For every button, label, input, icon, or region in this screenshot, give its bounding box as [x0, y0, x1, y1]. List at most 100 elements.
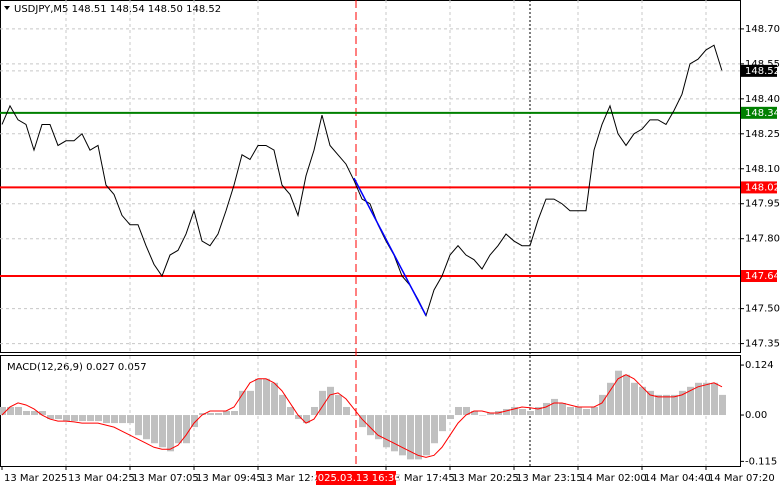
macd-bar [599, 394, 606, 416]
macd-bar [7, 406, 14, 416]
x-tick-label: 13 Mar 07:05 [132, 473, 199, 484]
macd-bar [143, 415, 150, 440]
price-panel-frame [0, 0, 741, 353]
level-label: 148.34 [745, 108, 780, 119]
macd-bar [383, 415, 390, 448]
macd-bar [463, 406, 470, 416]
level-label-bg [741, 270, 777, 283]
level-label-bg [741, 181, 777, 194]
macd-bar [135, 415, 142, 436]
macd-bar [399, 415, 406, 456]
macd-bar [303, 415, 310, 424]
x-tick-label: 13 Mar 2025 [4, 473, 67, 484]
macd-bar [415, 415, 422, 460]
x-tick-label: 13 Mar 04:25 [68, 473, 135, 484]
x-tick-label: 13 Mar 09:45 [196, 473, 263, 484]
macd-bar [503, 408, 510, 416]
macd-bar [351, 415, 358, 416]
x-tick-label: 13 Mar 17:45 [388, 473, 455, 484]
macd-bar [279, 394, 286, 416]
macd-bar [471, 411, 478, 416]
macd-bar [527, 411, 534, 416]
macd-bar [367, 415, 374, 436]
macd-bar [119, 415, 126, 424]
macd-bar [447, 415, 454, 420]
x-tick-label: 13 Mar 23:15 [516, 473, 583, 484]
macd-bar [567, 406, 574, 416]
macd-bar [103, 415, 110, 424]
macd-bar [79, 415, 86, 422]
y-tick-label: 148.10 [745, 164, 780, 175]
macd-bar [655, 394, 662, 416]
macd-bar [239, 390, 246, 416]
macd-bar [431, 415, 438, 444]
macd-bar [159, 415, 166, 448]
macd-bar [423, 415, 430, 456]
macd-bar [15, 406, 22, 416]
macd-bar [647, 390, 654, 416]
macd-bar [575, 406, 582, 416]
macd-signal [1, 374, 723, 458]
x-tick-label: 13 Mar 20:25 [452, 473, 519, 484]
macd-bar [535, 406, 542, 416]
trendline [353, 177, 427, 316]
macd-bar [63, 415, 70, 422]
y-tick-label: 147.50 [745, 304, 780, 315]
macd-bar [583, 408, 590, 416]
macd-bar [591, 406, 598, 416]
price-line [1, 44, 723, 317]
macd-bar [39, 411, 46, 416]
macd-bar [71, 415, 78, 422]
macd-bar [639, 386, 646, 416]
macd-bar [287, 406, 294, 416]
macd-bar [711, 382, 718, 416]
macd-bar [487, 413, 494, 416]
y-tick-label: 148.25 [745, 129, 780, 140]
macd-bar [407, 415, 414, 460]
macd-bar [359, 415, 366, 428]
macd-bar [479, 415, 486, 416]
macd-bar [703, 382, 710, 416]
macd-bar [55, 415, 62, 420]
macd-bar [679, 390, 686, 416]
macd-bar [191, 415, 198, 428]
macd-bar [327, 386, 334, 416]
macd-bar [663, 394, 670, 416]
last-price-bg [741, 64, 777, 77]
macd-bar [271, 382, 278, 416]
macd-bar [151, 415, 158, 444]
macd-bar [319, 390, 326, 416]
marker-label-bg [316, 471, 396, 485]
last-price-label: 148.52 [745, 66, 780, 77]
macd-bar [375, 415, 382, 440]
macd-bar [343, 406, 350, 416]
macd-bar [391, 415, 398, 452]
macd-bar [223, 411, 230, 416]
macd-bar [167, 415, 174, 452]
y-tick-label: 148.70 [745, 24, 780, 35]
macd-bar [623, 374, 630, 416]
x-tick-label: 13 Mar 12:25 [260, 473, 327, 484]
macd-y-tick-label: 0.00 [745, 410, 767, 421]
macd-bar [87, 415, 94, 422]
macd-bar [95, 415, 102, 422]
macd-y-tick-label: -0.115 [745, 456, 777, 467]
macd-bar [631, 382, 638, 416]
macd-bar [695, 382, 702, 416]
macd-bar [559, 402, 566, 416]
y-tick-label: 148.55 [745, 59, 780, 70]
y-tick-label: 148.40 [745, 94, 780, 105]
macd-bar [311, 406, 318, 416]
macd-bar [511, 406, 518, 416]
macd-bar [671, 394, 678, 416]
level-label: 148.02 [745, 182, 780, 193]
macd-bar [207, 413, 214, 416]
macd-bar [0, 406, 6, 416]
level-label-bg [741, 106, 777, 119]
macd-bar [255, 378, 262, 416]
macd-bar [247, 390, 254, 416]
macd-bar [615, 370, 622, 416]
macd-title: MACD(12,26,9) 0.027 0.057 [7, 362, 147, 373]
